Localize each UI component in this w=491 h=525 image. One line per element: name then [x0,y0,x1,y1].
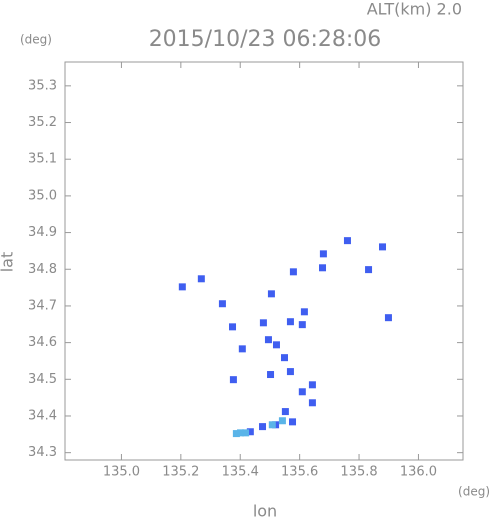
echo-point [264,336,272,344]
echo-point [242,429,250,437]
echo-point [197,275,205,283]
y-tick-label: 34.7 [28,298,57,313]
echo-point [289,268,297,276]
echo-point [218,300,226,308]
echo-point [267,371,275,379]
echo-point [259,423,267,431]
y-tick-label: 35.3 [28,78,57,93]
echo-point [229,323,237,331]
echo-point [379,243,387,251]
y-label: lat [0,252,17,273]
x-label: lon [253,502,277,521]
x-tick-label: 135.4 [222,465,259,480]
altitude: ALT(km) 2.0 [367,0,462,19]
x-tick-label: 135.8 [340,465,377,480]
y-tick-label: 34.4 [28,408,57,423]
echo-point [178,283,186,291]
echo-point [229,376,237,384]
echo-point [286,318,294,326]
x-unit: (deg) [458,485,490,499]
echo-point [286,368,294,376]
y-unit: (deg) [20,33,52,47]
chart-title: 2015/10/23 06:28:06 [149,27,382,52]
x-tick-label: 135.2 [162,465,199,480]
echo-point [300,308,308,316]
y-tick-label: 34.5 [28,372,57,387]
echo-point [289,418,297,426]
echo-point [308,381,316,389]
echo-point [268,421,276,429]
y-tick-label: 35.0 [28,188,57,203]
echo-point [298,321,306,329]
echo-point [281,408,289,416]
echo-point [246,428,254,436]
y-tick-label: 35.2 [28,115,57,130]
echo-point [272,341,280,349]
echo-point [237,429,245,437]
echo-point [365,266,373,274]
echo-point [384,314,392,322]
y-tick-label: 35.1 [28,152,57,167]
echo-point [298,388,306,396]
echo-point [267,290,275,298]
x-tick-label: 136.0 [400,465,437,480]
y-tick-label: 34.8 [28,262,57,277]
echo-point [319,250,327,258]
y-tick-label: 34.6 [28,335,57,350]
echo-point [343,237,351,245]
echo-point [238,345,246,353]
echo-point [232,430,240,438]
echo-point [278,417,286,425]
echo-point [308,399,316,407]
echo-point [319,264,327,272]
plot-frame [64,61,464,461]
y-tick-label: 34.3 [28,445,57,460]
echo-point [259,319,267,327]
echo-point [280,354,288,362]
x-tick-label: 135.0 [103,465,140,480]
x-tick-label: 135.6 [281,465,318,480]
y-tick-label: 34.9 [28,225,57,240]
